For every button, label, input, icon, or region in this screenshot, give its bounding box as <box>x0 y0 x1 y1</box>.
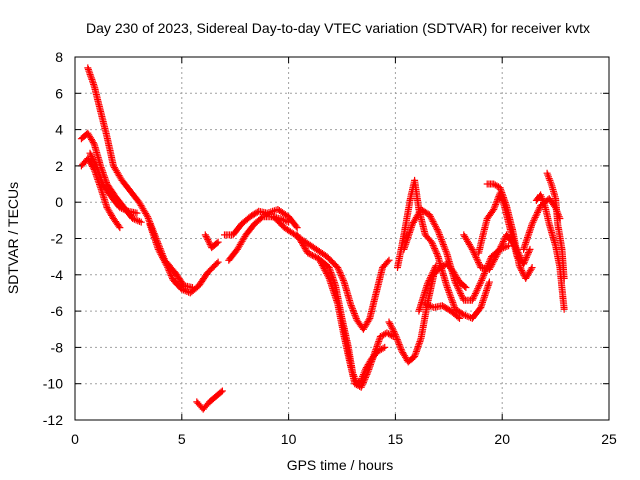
data-marker-path <box>84 64 196 292</box>
y-tick-label: 4 <box>55 122 63 138</box>
data-marker-path <box>221 206 301 239</box>
series-arc-12 <box>317 258 397 391</box>
data-marker-path <box>400 206 513 304</box>
axis-ticks: 0 5 10 15 20 25 -12 -10 -8 -6 -4 -2 0 2 4 6 8 <box>43 49 617 447</box>
series-arc-16 <box>415 262 440 315</box>
data-marker-path <box>201 231 222 252</box>
series-arc-14 <box>394 176 493 322</box>
x-tick-label: 20 <box>494 431 510 447</box>
y-tick-label: -10 <box>43 376 63 392</box>
data-marker-path <box>421 300 463 322</box>
series-arc-7 <box>193 387 226 413</box>
y-tick-label: -8 <box>51 339 64 355</box>
series-arc-6 <box>201 231 222 252</box>
y-tick-label: -4 <box>51 267 64 283</box>
data-marker-path <box>483 180 536 282</box>
data-marker-path <box>317 258 397 391</box>
series-arc-4 <box>86 149 141 217</box>
series-arc-13 <box>385 260 470 366</box>
series-arc-18 <box>460 231 534 273</box>
y-tick-label: 0 <box>55 194 63 210</box>
y-axis-label: SDTVAR / TECUs <box>5 182 21 294</box>
y-tick-label: -2 <box>51 231 64 247</box>
data-marker-path <box>146 220 222 297</box>
data-marker-path <box>193 387 226 413</box>
x-tick-label: 10 <box>281 431 297 447</box>
series-arc-8 <box>221 206 301 239</box>
y-tick-label: -6 <box>51 303 64 319</box>
y-tick-label: -12 <box>43 412 63 428</box>
data-marker-path <box>543 169 568 282</box>
series-arc-17 <box>421 300 463 322</box>
series-arc-20 <box>483 180 536 282</box>
series-arc-5 <box>146 220 222 297</box>
data-points <box>77 64 568 413</box>
y-tick-label: 6 <box>55 85 63 101</box>
series-arc-10 <box>270 213 393 333</box>
data-marker-path <box>86 149 141 217</box>
x-tick-label: 5 <box>178 431 186 447</box>
series-arc-1 <box>84 64 196 292</box>
data-marker-path <box>385 260 470 366</box>
series-arc-15 <box>400 206 513 304</box>
data-marker-path <box>460 231 534 273</box>
x-tick-label: 0 <box>71 431 79 447</box>
series-arc-23 <box>543 169 568 282</box>
x-axis-label: GPS time / hours <box>287 457 394 473</box>
y-tick-label: 2 <box>55 158 63 174</box>
data-marker-path <box>270 213 393 333</box>
data-marker-path <box>394 176 493 322</box>
chart-title: Day 230 of 2023, Sidereal Day-to-day VTE… <box>86 20 590 36</box>
x-tick-label: 25 <box>601 431 617 447</box>
y-tick-label: 8 <box>55 49 63 65</box>
x-tick-label: 15 <box>388 431 404 447</box>
